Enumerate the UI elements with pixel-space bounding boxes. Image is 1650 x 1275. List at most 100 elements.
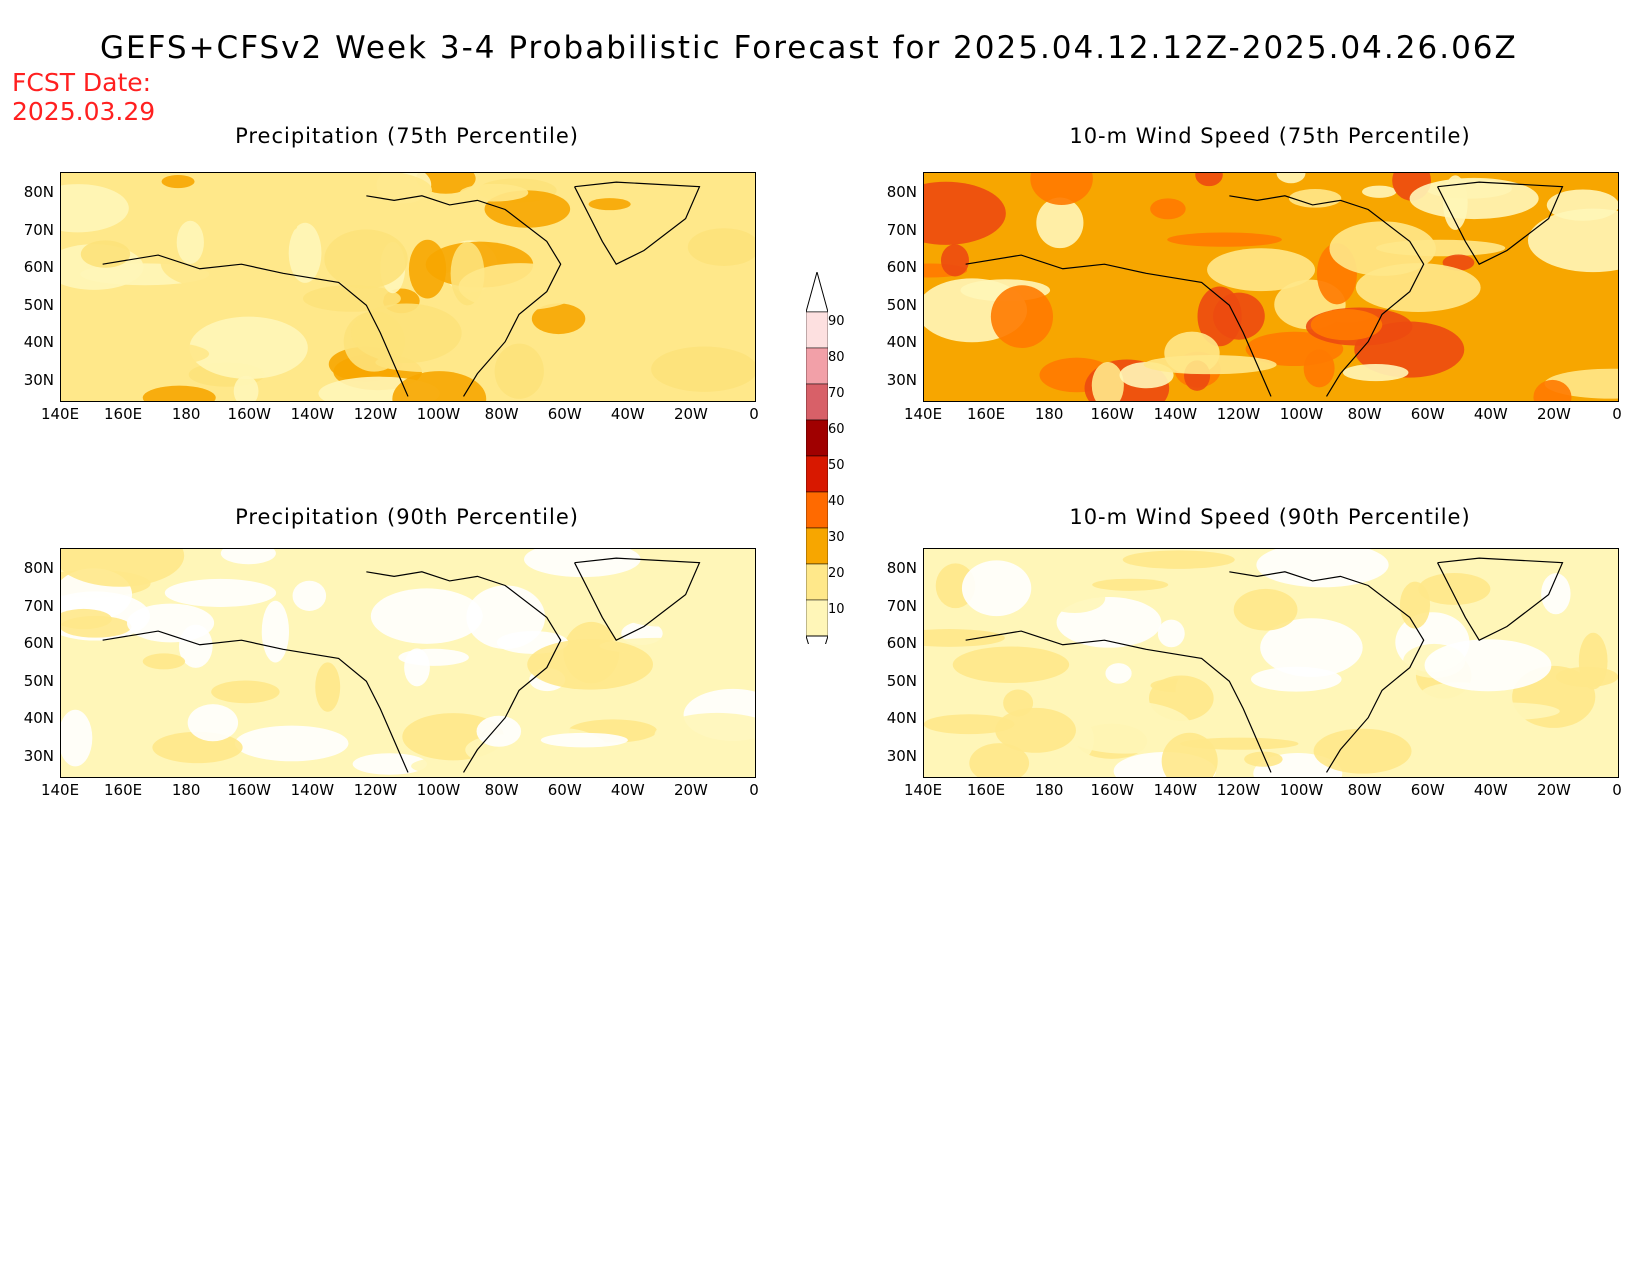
- map-panel: [923, 172, 1619, 402]
- contour-region: [1244, 751, 1283, 767]
- colorbar-level-label: 60: [828, 422, 845, 437]
- lon-tick-label: 40W: [1473, 405, 1508, 423]
- contour-region: [1329, 221, 1436, 276]
- contour-region: [1122, 550, 1235, 569]
- contour-region: [527, 639, 654, 690]
- colorbar: [806, 272, 828, 644]
- contour-region: [1313, 728, 1412, 774]
- colorbar-level-label: 50: [828, 458, 845, 473]
- lat-tick-label: 70N: [886, 596, 917, 615]
- colorbar-level-label: 20: [828, 566, 845, 581]
- contour-region: [1091, 362, 1124, 401]
- lon-tick-label: 180: [171, 405, 201, 423]
- contour-region: [351, 303, 462, 364]
- lon-tick-label: 100W: [1279, 405, 1324, 423]
- colorbar-swatch: [806, 455, 828, 493]
- lon-tick-label: 180: [1034, 781, 1064, 799]
- contour-region: [211, 680, 280, 704]
- contour-region: [961, 560, 1032, 617]
- lat-tick-label: 40N: [23, 709, 54, 728]
- contour-region: [1044, 583, 1106, 613]
- contour-region: [651, 346, 755, 392]
- contour-region: [1342, 364, 1409, 382]
- lon-tick-label: 20W: [673, 781, 708, 799]
- contour-region: [1030, 173, 1093, 205]
- contour-region: [969, 743, 1030, 777]
- contour-region: [187, 704, 239, 742]
- contour-region: [233, 375, 259, 401]
- contour-region: [1207, 248, 1316, 292]
- contour-region: [1150, 198, 1186, 220]
- contour-region: [61, 184, 129, 233]
- coastline: [102, 630, 409, 773]
- lat-tick-label: 60N: [23, 634, 54, 653]
- contour-region: [458, 263, 583, 311]
- lon-tick-label: 160E: [967, 405, 1006, 423]
- contour-region: [1424, 639, 1552, 692]
- contour-region: [1197, 286, 1242, 347]
- contour-region: [924, 181, 1006, 245]
- contour-region: [1445, 756, 1552, 777]
- contour-region: [1233, 588, 1298, 631]
- contour-region: [103, 656, 141, 680]
- forecast-date-block: FCST Date: 2025.03.29: [12, 68, 155, 126]
- lon-tick-label: 60W: [1410, 405, 1445, 423]
- contour-region: [924, 714, 1015, 735]
- contour-region: [370, 588, 483, 644]
- lat-tick-label: 30N: [886, 371, 917, 389]
- contour-region: [61, 709, 93, 767]
- lon-tick-label: 120W: [1216, 405, 1261, 423]
- contour-region: [352, 753, 427, 775]
- colorbar-swatch: [806, 599, 828, 637]
- contour-region: [610, 578, 712, 627]
- map-field: [61, 173, 755, 401]
- contour-region: [404, 648, 430, 687]
- contour-region: [118, 215, 193, 233]
- lon-tick-label: 160E: [967, 781, 1006, 799]
- contour-region: [86, 340, 210, 367]
- colorbar-swatch: [806, 563, 828, 601]
- lon-tick-label: 140E: [40, 405, 80, 423]
- map-field: [61, 549, 755, 777]
- lon-tick-label: 100W: [1279, 781, 1324, 799]
- contour-region: [1442, 254, 1475, 271]
- map-field: [924, 549, 1618, 777]
- lat-tick-label: 50N: [23, 671, 54, 690]
- contour-region: [191, 217, 298, 237]
- contour-region: [447, 674, 533, 708]
- lat-tick-label: 40N: [886, 333, 917, 352]
- colorbar-swatch: [806, 311, 828, 349]
- contour-region: [1260, 618, 1363, 677]
- lon-tick-label: 180: [171, 781, 201, 799]
- coastline: [366, 571, 562, 773]
- lon-tick-label: 120W: [1216, 781, 1261, 799]
- contour-region: [531, 303, 586, 335]
- contour-region: [524, 549, 641, 578]
- contour-region: [924, 629, 1005, 647]
- contour-region: [80, 240, 131, 268]
- colorbar-level-label: 90: [828, 314, 845, 329]
- contour-region: [1288, 188, 1342, 208]
- contour-region: [288, 222, 322, 283]
- lat-tick-label: 40N: [23, 333, 54, 352]
- contour-region: [1092, 578, 1169, 591]
- map-field: [924, 173, 1618, 401]
- contour-region: [1036, 197, 1084, 249]
- contour-region: [990, 285, 1054, 348]
- lon-tick-label: 140E: [903, 781, 943, 799]
- contour-region: [1245, 331, 1344, 367]
- contour-region: [540, 732, 628, 748]
- contour-region: [392, 371, 487, 401]
- contour-region: [292, 580, 327, 611]
- colorbar-level-label: 40: [828, 494, 845, 509]
- lon-tick-label: 20W: [1536, 405, 1571, 423]
- lat-tick-label: 30N: [23, 371, 54, 389]
- contour-region: [408, 239, 447, 299]
- contour-region: [189, 316, 308, 379]
- lon-tick-label: 140W: [1153, 781, 1198, 799]
- forecast-date-label: FCST Date:: [12, 68, 152, 97]
- contour-region: [1310, 309, 1383, 341]
- contour-region: [459, 183, 529, 202]
- contour-region: [494, 343, 544, 399]
- contour-region: [220, 549, 276, 565]
